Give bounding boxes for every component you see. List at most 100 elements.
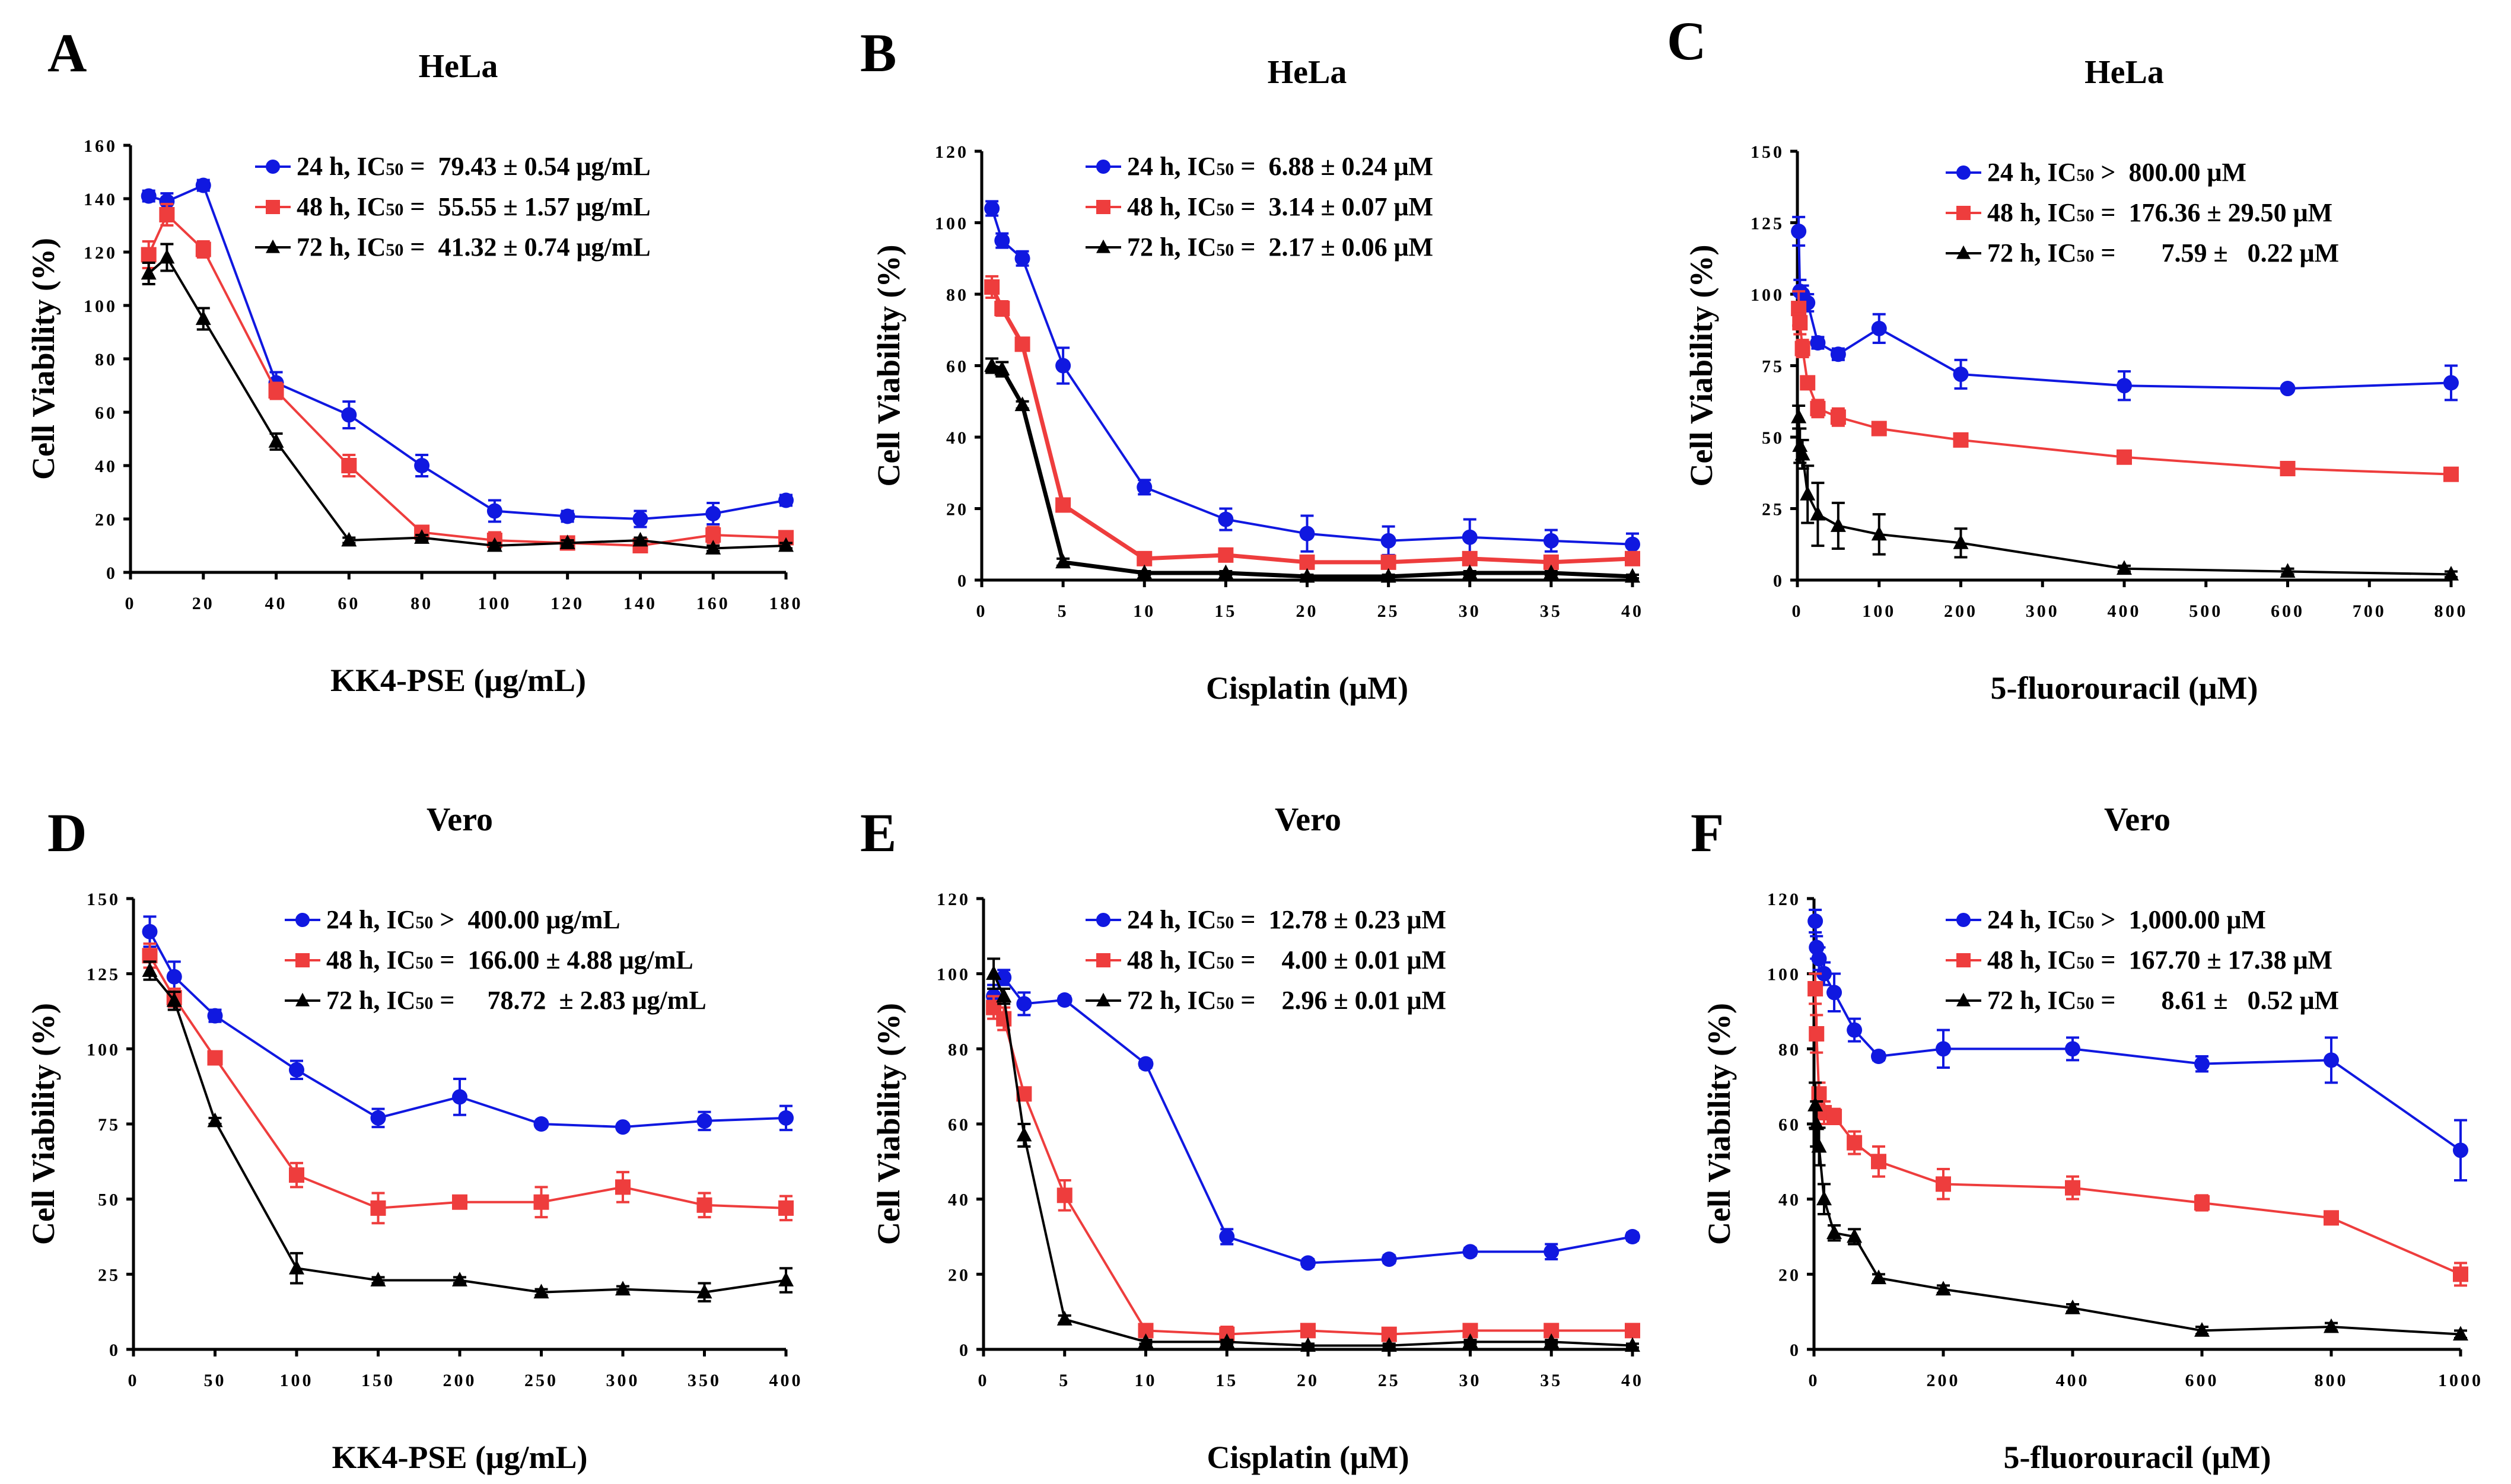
series-line [148, 955, 787, 1209]
x-tick-label: 120 [550, 594, 584, 613]
x-tick-label: 25 [1377, 601, 1400, 621]
series-line [148, 970, 787, 1294]
data-point [1380, 568, 1396, 583]
x-tick-label: 0 [125, 594, 136, 613]
data-point [1218, 564, 1234, 579]
legend-marker [1096, 160, 1110, 174]
data-point [696, 1113, 712, 1129]
data-point [2065, 1180, 2080, 1196]
data-point [533, 1116, 549, 1132]
data-point [1794, 445, 1810, 461]
series-48h [1807, 972, 2468, 1287]
data-point [1055, 497, 1071, 513]
data-point [2324, 1318, 2339, 1333]
data-point [1462, 564, 1478, 579]
data-point [2117, 560, 2132, 575]
legend-entry-48h: 48 h, IC50 = 167.70 ± 17.38 μM [1946, 945, 2332, 975]
legend-entry-24h: 24 h, IC50 > 800.00 μM [1946, 158, 2246, 187]
data-point [414, 458, 430, 473]
data-point [2453, 1142, 2468, 1158]
data-point [996, 970, 1012, 985]
x-tick-label: 80 [410, 594, 433, 613]
x-tick-label: 15 [1214, 601, 1237, 621]
panel-e: E Vero 0 20 40 60 80 100 120 0 5 10 15 20 25 30 35 40 Cisp… [860, 801, 1641, 1475]
x-tick-label: 50 [204, 1371, 227, 1390]
legend-marker [1956, 165, 1971, 180]
y-tick-label: 60 [946, 357, 969, 377]
x-tick-label: 20 [1297, 1371, 1319, 1390]
data-point [1219, 1229, 1235, 1244]
data-point [341, 531, 357, 547]
y-tick-label: 25 [98, 1265, 120, 1285]
x-tick-label: 300 [2026, 601, 2060, 621]
data-point [778, 1110, 794, 1126]
series-line [992, 975, 1633, 1265]
legend-label: 48 h, IC50 = 176.36 ± 29.50 μM [1987, 198, 2332, 227]
legend-label: 72 h, IC50 = 8.61 ± 0.52 μM [1987, 986, 2339, 1015]
data-point [207, 1050, 223, 1066]
legend-label: 72 h, IC50 = 78.72 ± 2.83 μg/mL [326, 986, 706, 1015]
data-point [696, 1197, 712, 1213]
data-point [268, 433, 284, 448]
data-point [1816, 1190, 1832, 1206]
data-point [1300, 1323, 1316, 1339]
legend-marker [1096, 239, 1110, 253]
y-tick-label: 40 [948, 1190, 970, 1210]
x-tick-label: 1000 [2438, 1371, 2483, 1390]
data-point [1936, 1281, 1951, 1296]
x-tick-label: 0 [128, 1371, 139, 1390]
data-point [632, 531, 648, 547]
chart-title: Vero [1275, 801, 1341, 838]
x-axis-label: KK4-PSE (μg/mL) [330, 663, 586, 698]
legend-label: 24 h, IC50 > 1,000.00 μM [1987, 905, 2266, 934]
data-point [452, 1272, 467, 1286]
data-point [1871, 526, 1887, 541]
legend-marker [266, 160, 280, 174]
x-tick-label: 20 [192, 594, 215, 613]
chart-title: HeLa [1268, 54, 1347, 91]
data-point [370, 1110, 386, 1126]
data-point [141, 247, 157, 263]
series-48h [142, 942, 794, 1225]
data-point [986, 965, 1002, 980]
data-point [1791, 223, 1807, 239]
y-tick-label: 75 [98, 1115, 120, 1135]
data-point [1299, 526, 1315, 542]
y-tick-label: 25 [1762, 500, 1784, 520]
data-point [452, 1089, 467, 1105]
data-point [1847, 1022, 1863, 1038]
x-axis-label: Cisplatin (μM) [1206, 670, 1408, 706]
panel-d: D Vero 0 25 50 75 100 125 150 0 50 100 150 200 250 300 3… [26, 801, 803, 1475]
y-tick-label: 80 [946, 285, 969, 305]
legend-label: 72 h, IC50 = 41.32 ± 0.74 μg/mL [297, 233, 651, 262]
legend-label: 24 h, IC50 > 400.00 μg/mL [326, 905, 620, 934]
y-tick-label: 40 [1778, 1190, 1801, 1210]
data-point [370, 1200, 386, 1216]
legend-entry-72h: 72 h, IC50 = 2.96 ± 0.01 μM [1086, 986, 1446, 1015]
data-point [1014, 396, 1030, 412]
data-point [1056, 1187, 1072, 1203]
y-axis-label: Cell Viability (%) [26, 238, 61, 480]
y-tick-label: 0 [109, 1340, 120, 1360]
data-point [1810, 335, 1826, 351]
data-point [2453, 1326, 2468, 1341]
x-tick-label: 10 [1135, 1371, 1157, 1390]
legend-entry-24h: 24 h, IC50 = 12.78 ± 0.23 μM [1086, 905, 1446, 934]
data-point [141, 265, 157, 280]
y-tick-label: 125 [1751, 214, 1784, 234]
x-tick-label: 400 [769, 1371, 803, 1390]
x-tick-label: 400 [2056, 1371, 2090, 1390]
data-point [615, 1281, 631, 1296]
legend-marker [1096, 953, 1110, 967]
x-tick-label: 40 [1621, 601, 1644, 621]
series-line [148, 931, 787, 1129]
legend-entry-24h: 24 h, IC50 = 79.43 ± 0.54 μg/mL [255, 152, 651, 181]
panel-a: A HeLa 0 20 40 60 80 100 120 140 160 0 20 40 60 80 100 12… [26, 23, 801, 698]
legend-entry-48h: 48 h, IC50 = 176.36 ± 29.50 μM [1946, 198, 2332, 227]
y-axis-label: Cell Viability (%) [871, 1003, 906, 1245]
x-tick-label: 0 [978, 1371, 989, 1390]
x-tick-label: 0 [1809, 1371, 1820, 1390]
y-tick-label: 120 [935, 142, 969, 162]
chart-title: Vero [2104, 801, 2171, 838]
panel-label: B [860, 23, 896, 83]
